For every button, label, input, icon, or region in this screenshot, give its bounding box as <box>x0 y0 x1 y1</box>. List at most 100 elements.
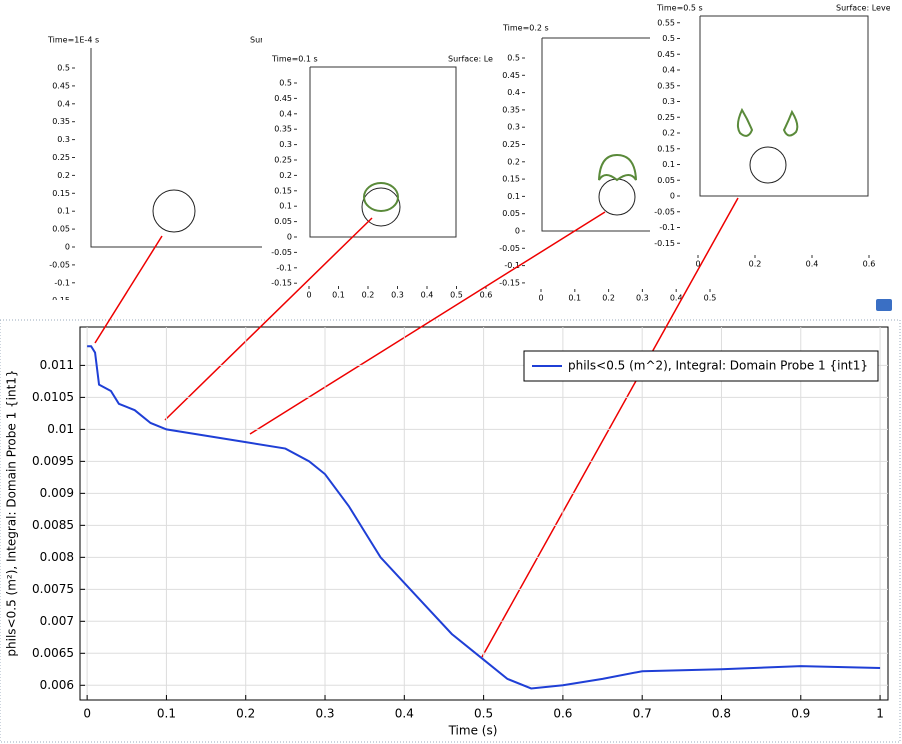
y-tick-label: 0.011 <box>40 358 74 372</box>
snapshot-label: Surface <box>250 36 281 45</box>
snapshot-x-tick: 0.1 <box>118 311 131 320</box>
snapshot-y-tick: -0.1 <box>54 278 70 287</box>
y-tick-label: 0.0095 <box>32 454 74 468</box>
snapshot-y-tick: 0.1 <box>279 202 292 211</box>
snapshot-x-tick: 0.3 <box>391 291 404 300</box>
snapshot-y-tick: 0.4 <box>57 99 70 108</box>
y-tick-label: 0.007 <box>40 614 74 628</box>
snapshot-x-tick: 0.1 <box>332 291 345 300</box>
interface <box>598 153 637 182</box>
x-tick-label: 0.4 <box>395 707 414 721</box>
snapshot-y-tick: 0.35 <box>52 117 70 126</box>
snapshot-title: Time=1E-4 s <box>47 36 99 45</box>
snapshot-y-tick: 0.1 <box>662 160 675 169</box>
snapshot-y-tick: -0.15 <box>49 296 70 305</box>
snapshot-x-tick: 0 <box>695 260 700 269</box>
x-tick-label: 0 <box>83 707 91 721</box>
snapshot-title: Time=0.1 s <box>271 55 318 64</box>
snapshot-y-tick: -0.1 <box>504 261 520 270</box>
y-tick-label: 0.0085 <box>32 518 74 532</box>
interface <box>749 146 787 184</box>
snapshot-x-tick: 0.4 <box>806 260 819 269</box>
snapshot-bg <box>40 30 262 300</box>
connector <box>481 197 739 658</box>
snapshot-x-tick: 0.4 <box>220 311 233 320</box>
x-tick-label: 0.8 <box>712 707 731 721</box>
snapshot-y-tick: 0.15 <box>52 189 70 198</box>
snapshot-y-tick: 0.15 <box>502 175 520 184</box>
snapshot-x-tick: 0.5 <box>254 311 267 320</box>
snapshot-y-tick: 0 <box>670 192 675 201</box>
snapshot-x-tick: 0 <box>538 294 543 303</box>
snapshot-y-tick: 0.45 <box>52 81 70 90</box>
snapshot-y-tick: 0.3 <box>279 140 292 149</box>
snapshot-y-tick: 0.55 <box>657 18 675 27</box>
snapshot-x-tick: 0.2 <box>602 294 615 303</box>
data-line <box>87 345 881 690</box>
snapshot-y-tick: -0.1 <box>276 263 292 272</box>
interface <box>363 182 399 212</box>
x-tick-label: 0.7 <box>633 707 652 721</box>
snapshot: Time=0.5 s Surface: Level se 0.55 0.5 0.45 0.… <box>650 0 890 272</box>
snapshot-y-tick: 0.4 <box>507 88 520 97</box>
snapshot-y-tick: 0.1 <box>57 207 70 216</box>
snapshot-y-tick: -0.05 <box>271 248 292 257</box>
snapshot-y-tick: 0.25 <box>52 153 70 162</box>
snapshot-title: Time=0.5 s <box>656 4 703 13</box>
toolbar-icon[interactable] <box>876 299 892 311</box>
x-tick-label: 0.1 <box>157 707 176 721</box>
snapshot: Time=1E-4 s Surface 0.5 0.45 0.4 0.35 0.3 0.25 0… <box>40 30 281 320</box>
snapshot-y-tick: 0.3 <box>507 123 520 132</box>
snapshot-y-tick: 0.5 <box>507 54 520 63</box>
interface <box>361 187 401 227</box>
snapshot-y-tick: 0 <box>287 233 292 242</box>
snapshot-y-tick: 0.45 <box>274 94 292 103</box>
legend-label: phils<0.5 (m^2), Integral: Domain Probe … <box>568 359 868 373</box>
snapshot-x-tick: 0.6 <box>863 260 876 269</box>
x-tick-label: 0.2 <box>236 707 255 721</box>
snapshot-x-tick: 0.1 <box>568 294 581 303</box>
snapshot-y-tick: 0.05 <box>502 209 520 218</box>
snapshot-bg <box>650 0 890 272</box>
snapshot-y-tick: 0.3 <box>57 135 70 144</box>
snapshot-y-tick: -0.1 <box>659 223 675 232</box>
snapshot-x-tick: 0.5 <box>450 291 463 300</box>
snapshot-y-tick: 0.05 <box>274 217 292 226</box>
snapshot-y-tick: 0 <box>65 243 70 252</box>
snapshot-y-tick: -0.15 <box>499 278 520 287</box>
x-tick-label: 1 <box>876 707 884 721</box>
snapshot-y-tick: 0.5 <box>279 79 292 88</box>
snapshot-y-tick: 0.15 <box>657 144 675 153</box>
snapshot-y-tick: 0.25 <box>657 113 675 122</box>
snapshot-y-tick: 0.25 <box>274 156 292 165</box>
x-axis-label: Time (s) <box>448 724 498 738</box>
snapshot-x-tick: 0.2 <box>749 260 762 269</box>
snapshot-frame <box>90 48 262 248</box>
snapshot-y-tick: -0.05 <box>499 244 520 253</box>
x-tick-label: 0.5 <box>474 707 493 721</box>
y-tick-label: 0.0075 <box>32 582 74 596</box>
snapshot-y-tick: 0.2 <box>507 157 520 166</box>
snapshot-y-tick: -0.05 <box>654 207 675 216</box>
snapshot-y-tick: 0.25 <box>502 140 520 149</box>
snapshot-bg <box>262 48 514 304</box>
connectors <box>94 197 739 658</box>
connector <box>94 235 163 344</box>
interface <box>152 189 196 233</box>
y-tick-label: 0.008 <box>40 550 74 564</box>
snapshot-x-tick: 0.5 <box>704 294 717 303</box>
snapshot-x-tick: 0.4 <box>670 294 683 303</box>
y-tick-label: 0.0065 <box>32 646 74 660</box>
snapshot-x-tick: 0.4 <box>421 291 434 300</box>
x-tick-label: 0.9 <box>791 707 810 721</box>
snapshot-title: Time=0.2 s <box>502 24 549 33</box>
snapshot-y-tick: 0.5 <box>662 34 675 43</box>
interface <box>782 109 799 137</box>
snapshot-y-tick: 0.4 <box>662 66 675 75</box>
snapshot-x-tick: 0.2 <box>362 291 375 300</box>
snapshot-y-tick: 0.05 <box>657 176 675 185</box>
snapshot-x-tick: 0 <box>87 311 92 320</box>
snapshot-y-tick: 0.45 <box>657 50 675 59</box>
snapshot-y-tick: 0.15 <box>274 186 292 195</box>
y-tick-label: 0.006 <box>40 678 74 692</box>
